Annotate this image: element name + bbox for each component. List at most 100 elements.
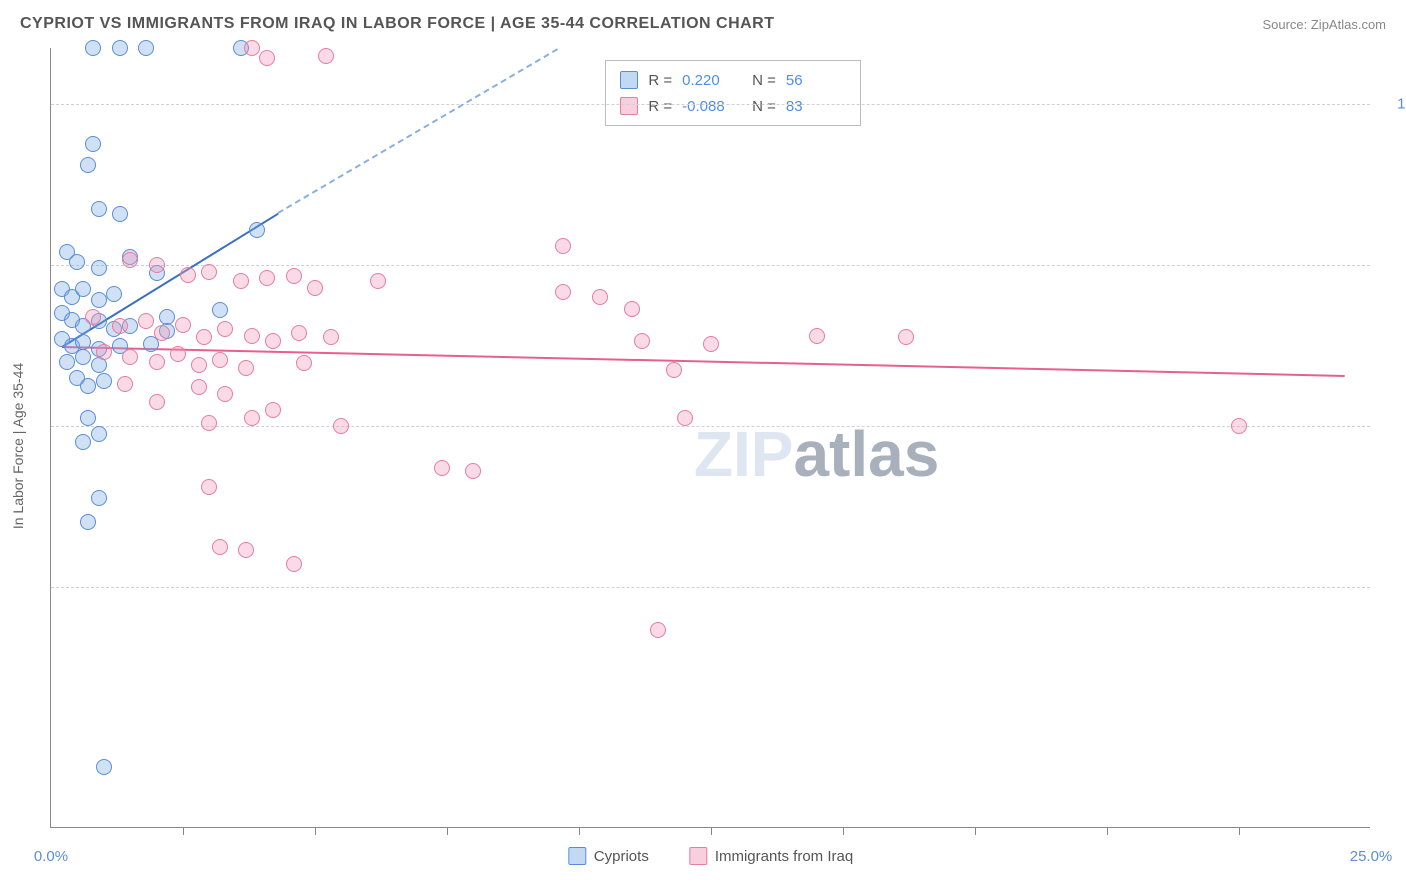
data-point [91,426,107,442]
data-point [201,264,217,280]
y-tick-label: 100.0% [1378,96,1406,113]
x-tick [447,827,448,835]
data-point [180,267,196,283]
data-point [85,309,101,325]
data-point [238,542,254,558]
data-point [809,328,825,344]
data-point [96,759,112,775]
data-point [898,329,914,345]
data-point [265,333,281,349]
data-point [91,490,107,506]
data-point [59,354,75,370]
x-tick [315,827,316,835]
data-point [154,325,170,341]
data-point [201,479,217,495]
data-point [191,379,207,395]
stats-n-value: 83 [786,98,846,115]
legend-item: Immigrants from Iraq [689,847,853,865]
data-point [138,40,154,56]
data-point [149,354,165,370]
data-point [91,201,107,217]
data-point [91,292,107,308]
data-point [592,289,608,305]
data-point [217,386,233,402]
data-point [244,328,260,344]
data-point [80,378,96,394]
stats-r-value: 0.220 [682,72,742,89]
data-point [212,539,228,555]
data-point [80,157,96,173]
data-point [138,313,154,329]
data-point [259,50,275,66]
data-point [75,281,91,297]
data-point [85,40,101,56]
data-point [122,349,138,365]
data-point [112,40,128,56]
x-tick-label: 0.0% [34,848,68,865]
data-point [149,257,165,273]
y-tick-label: 90.0% [1378,257,1406,274]
y-tick-label: 70.0% [1378,578,1406,595]
data-point [555,284,571,300]
stats-r-label: R = [648,72,672,89]
data-point [650,622,666,638]
data-point [69,254,85,270]
data-point [106,286,122,302]
stats-n-label: N = [752,98,776,115]
data-point [212,302,228,318]
x-tick [975,827,976,835]
data-point [307,280,323,296]
legend-label: Immigrants from Iraq [715,848,853,865]
data-point [112,206,128,222]
data-point [286,556,302,572]
data-point [323,329,339,345]
source-attribution: Source: ZipAtlas.com [1262,17,1386,32]
data-point [624,301,640,317]
data-point [91,260,107,276]
stats-n-label: N = [752,72,776,89]
legend-swatch [568,847,586,865]
gridline-h [51,104,1370,105]
data-point [201,415,217,431]
data-point [175,317,191,333]
data-point [149,394,165,410]
data-point [677,410,693,426]
data-point [122,252,138,268]
stats-n-value: 56 [786,72,846,89]
x-tick [183,827,184,835]
data-point [555,238,571,254]
stats-row: R = 0.220 N = 56 [620,67,846,93]
data-point [1231,418,1247,434]
stats-swatch [620,97,638,115]
stats-r-value: -0.088 [682,98,742,115]
data-point [634,333,650,349]
trend-line [278,48,559,214]
y-tick-label: 80.0% [1378,417,1406,434]
data-point [96,373,112,389]
data-point [112,318,128,334]
data-point [96,344,112,360]
data-point [75,349,91,365]
stats-r-label: R = [648,98,672,115]
watermark: ZIPatlas [694,417,939,491]
x-tick [1239,827,1240,835]
data-point [80,410,96,426]
data-point [370,273,386,289]
data-point [296,355,312,371]
stats-swatch [620,71,638,89]
data-point [465,463,481,479]
x-tick-label: 25.0% [1350,848,1393,865]
x-tick [1107,827,1108,835]
data-point [291,325,307,341]
data-point [244,40,260,56]
data-point [249,222,265,238]
data-point [703,336,719,352]
data-point [117,376,133,392]
legend-item: Cypriots [568,847,649,865]
x-tick [579,827,580,835]
chart-legend: Cypriots Immigrants from Iraq [568,847,853,865]
data-point [233,273,249,289]
data-point [80,514,96,530]
gridline-h [51,426,1370,427]
data-point [196,329,212,345]
